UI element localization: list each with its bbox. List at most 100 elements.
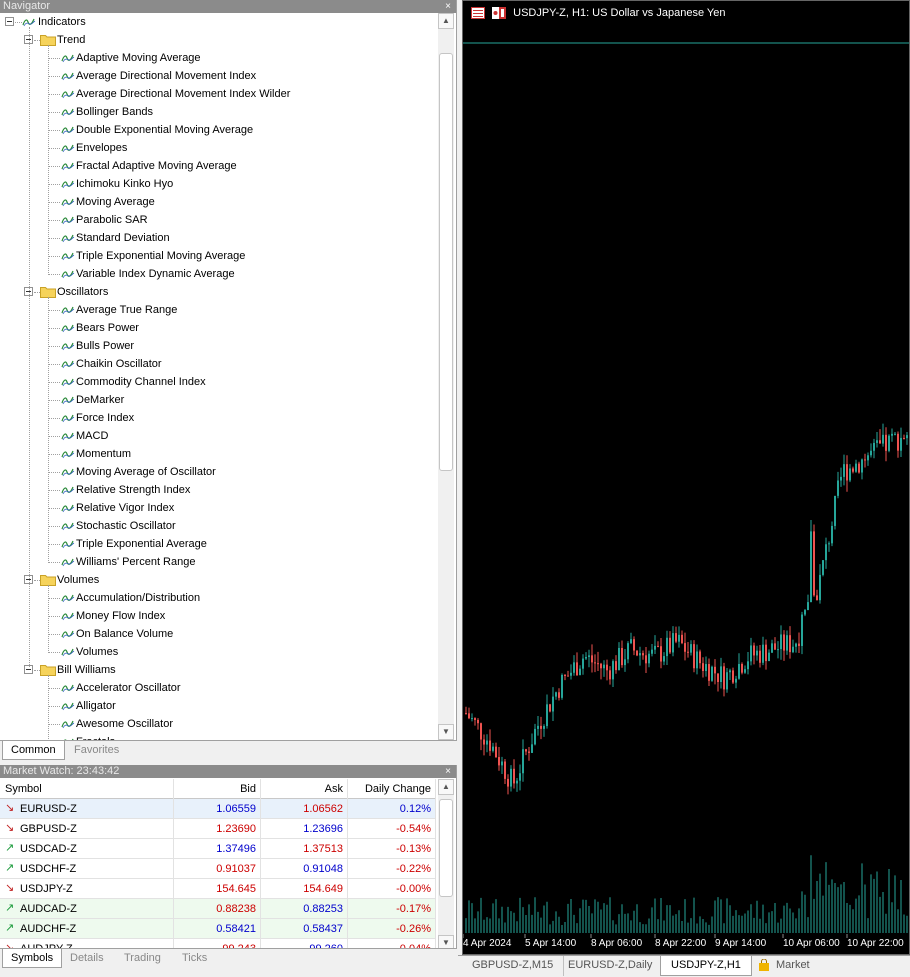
bid-cell: 1.23690 <box>174 819 261 839</box>
tab-common[interactable]: Common <box>2 741 65 760</box>
candle-body <box>873 442 875 451</box>
column-header-symbol[interactable]: Symbol <box>0 779 174 799</box>
indicator-icon <box>61 72 75 81</box>
collapse-toggle-icon[interactable] <box>24 665 33 674</box>
tree-item-indicator[interactable]: Envelopes <box>76 142 128 154</box>
candle-body <box>549 704 551 712</box>
tree-item-indicator[interactable]: Alligator <box>76 700 116 712</box>
indicator-icon <box>61 594 75 603</box>
indicator-icon <box>61 702 75 711</box>
tree-item-indicator[interactable]: Accumulation/Distribution <box>76 592 201 604</box>
tree-item-indicator[interactable]: Standard Deviation <box>76 232 170 244</box>
tree-item-indicator[interactable]: Bollinger Bands <box>76 106 154 118</box>
tree-item-indicator[interactable]: Ichimoku Kinko Hyo <box>76 178 174 190</box>
price-chart[interactable]: 4 Apr 2024 5 Apr 14:00 8 Apr 06:00 8 Apr 22… <box>463 1 909 954</box>
close-icon[interactable]: × <box>445 1 451 12</box>
tree-item-indicator[interactable]: Chaikin Oscillator <box>76 358 162 370</box>
tab-chart-usdjpy-h1[interactable]: USDJPY-Z,H1 <box>660 956 752 976</box>
scroll-down-arrow-icon[interactable]: ▼ <box>438 724 454 740</box>
tree-item-indicator[interactable]: Fractal Adaptive Moving Average <box>76 160 237 172</box>
candle-body <box>615 661 617 671</box>
tree-item-indicator[interactable]: Volumes <box>76 646 119 658</box>
collapse-toggle-icon[interactable] <box>24 575 33 584</box>
scroll-up-arrow-icon[interactable]: ▲ <box>438 779 454 795</box>
tree-item-indicator[interactable]: Moving Average <box>76 196 155 208</box>
table-row[interactable]: ↗ USDCAD-Z 1.37496 1.37513 -0.13% <box>0 839 436 859</box>
tab-symbols[interactable]: Symbols <box>2 949 63 968</box>
tree-root-indicators[interactable]: Indicators <box>38 16 86 28</box>
tree-item-indicator[interactable]: Stochastic Oscillator <box>76 520 176 532</box>
candle-body <box>660 646 662 662</box>
time-axis-label: 4 Apr 2024 <box>463 938 512 949</box>
tab-ticks[interactable]: Ticks <box>182 952 208 964</box>
tree-item-indicator[interactable]: Triple Exponential Average <box>76 538 207 550</box>
candle-body <box>738 663 740 679</box>
tree-item-indicator[interactable]: Parabolic SAR <box>76 214 148 226</box>
scrollbar-thumb[interactable] <box>439 799 453 897</box>
tree-item-indicator[interactable]: Accelerator Oscillator <box>76 682 181 694</box>
tree-item-indicator[interactable]: Average True Range <box>76 304 178 316</box>
tab-trading[interactable]: Trading <box>124 952 161 964</box>
tree-group[interactable]: Bill Williams <box>57 664 116 676</box>
tree-item-indicator[interactable]: Moving Average of Oscillator <box>76 466 216 478</box>
tree-item-indicator[interactable]: Awesome Oscillator <box>76 718 173 730</box>
tree-item-indicator[interactable]: DeMarker <box>76 394 125 406</box>
market-watch-scrollbar[interactable]: ▲ ▼ <box>438 779 454 951</box>
table-row[interactable]: ↗ USDCHF-Z 0.91037 0.91048 -0.22% <box>0 859 436 879</box>
table-row[interactable]: ↗ AUDCHF-Z 0.58421 0.58437 -0.26% <box>0 919 436 939</box>
column-header-ask[interactable]: Ask <box>261 779 348 799</box>
table-row[interactable]: ↘ EURUSD-Z 1.06559 1.06562 0.12% <box>0 799 436 819</box>
tree-item-indicator[interactable]: Adaptive Moving Average <box>76 52 201 64</box>
indicator-icon <box>61 342 75 351</box>
close-icon[interactable]: × <box>445 766 451 777</box>
tree-item-indicator[interactable]: Force Index <box>76 412 135 424</box>
candle-body <box>723 666 725 690</box>
tab-chart-gbpusd-m15[interactable]: GBPUSD-Z,M15 <box>462 956 565 976</box>
indicator-icon <box>61 486 75 495</box>
collapse-toggle-icon[interactable] <box>5 17 14 26</box>
tree-item-indicator[interactable]: Triple Exponential Moving Average <box>76 250 246 262</box>
tree-item-indicator[interactable]: Relative Strength Index <box>76 484 191 496</box>
tab-chart-eurusd-daily[interactable]: EURUSD-Z,Daily <box>558 956 664 976</box>
chart-canvas[interactable]: 4 Apr 2024 5 Apr 14:00 8 Apr 06:00 8 Apr 22… <box>462 0 910 955</box>
table-row[interactable]: ↘ USDJPY-Z 154.645 154.649 -0.00% <box>0 879 436 899</box>
tree-group[interactable]: Oscillators <box>57 286 109 298</box>
tree-item-indicator[interactable]: Williams' Percent Range <box>76 556 196 568</box>
scrollbar-thumb[interactable] <box>439 53 453 471</box>
column-header-daily-change[interactable]: Daily Change <box>348 779 436 799</box>
indicator-icon <box>61 432 75 441</box>
tree-item-indicator[interactable]: Fractals <box>76 733 115 740</box>
bid-cell: 1.37496 <box>174 839 261 859</box>
tree-item-indicator[interactable]: Double Exponential Moving Average <box>76 124 254 136</box>
tree-item-indicator[interactable]: Commodity Channel Index <box>76 376 206 388</box>
tab-details[interactable]: Details <box>70 952 104 964</box>
tree-group[interactable]: Volumes <box>57 574 100 586</box>
tree-item-indicator[interactable]: Average Directional Movement Index Wilde… <box>76 88 291 100</box>
candle-body <box>900 437 902 451</box>
tree-item-indicator[interactable]: Money Flow Index <box>76 610 166 622</box>
table-row[interactable]: ↘ GBPUSD-Z 1.23690 1.23696 -0.54% <box>0 819 436 839</box>
tree-item-indicator[interactable]: Momentum <box>76 448 132 460</box>
tree-item-indicator[interactable]: Variable Index Dynamic Average <box>76 268 235 280</box>
navigator-scrollbar[interactable]: ▲ ▼ <box>438 13 454 740</box>
scroll-down-arrow-icon[interactable]: ▼ <box>438 935 454 951</box>
tab-market[interactable]: Market <box>748 956 820 976</box>
scroll-up-arrow-icon[interactable]: ▲ <box>438 13 454 29</box>
table-row[interactable]: ↗ AUDCAD-Z 0.88238 0.88253 -0.17% <box>0 899 436 919</box>
column-header-bid[interactable]: Bid <box>174 779 261 799</box>
candle-body <box>879 440 881 444</box>
collapse-toggle-icon[interactable] <box>24 287 33 296</box>
trend-up-arrow-icon: ↗ <box>5 902 15 914</box>
tree-item-indicator[interactable]: MACD <box>76 430 109 442</box>
tree-item-indicator[interactable]: Relative Vigor Index <box>76 502 175 514</box>
symbol-cell: ↗ USDCHF-Z <box>0 859 174 879</box>
tree-item-indicator[interactable]: On Balance Volume <box>76 628 174 640</box>
candle-body <box>825 544 827 561</box>
candle-body <box>543 726 545 729</box>
tree-item-indicator[interactable]: Bulls Power <box>76 340 135 352</box>
tree-item-indicator[interactable]: Average Directional Movement Index <box>76 70 257 82</box>
tab-favorites[interactable]: Favorites <box>74 744 120 756</box>
tree-item-indicator[interactable]: Bears Power <box>76 322 139 334</box>
collapse-toggle-icon[interactable] <box>24 35 33 44</box>
tree-group[interactable]: Trend <box>57 34 86 46</box>
